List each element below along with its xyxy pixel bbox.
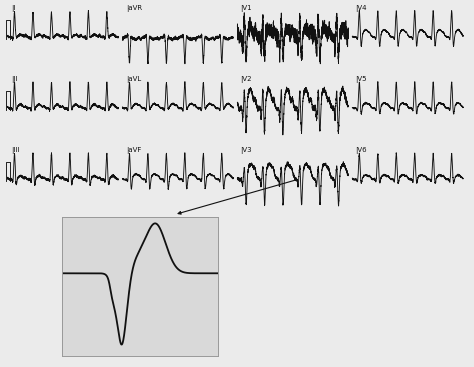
Text: |V4: |V4	[356, 5, 367, 12]
Text: |V6: |V6	[356, 148, 367, 155]
Text: |I: |I	[11, 5, 15, 12]
Text: |aVL: |aVL	[126, 76, 141, 83]
Text: |aVF: |aVF	[126, 148, 141, 155]
Text: |III: |III	[11, 148, 19, 155]
Text: |V2: |V2	[241, 76, 252, 83]
Text: |aVR: |aVR	[126, 5, 142, 12]
Text: |II: |II	[11, 76, 17, 83]
Text: |V1: |V1	[241, 5, 252, 12]
Text: |V3: |V3	[241, 148, 252, 155]
Text: |V5: |V5	[356, 76, 367, 83]
